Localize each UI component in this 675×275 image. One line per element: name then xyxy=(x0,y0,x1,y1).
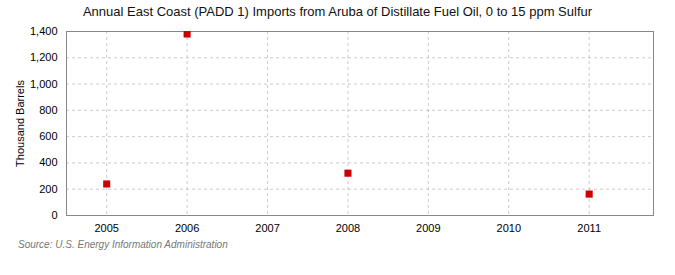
svg-text:0: 0 xyxy=(51,209,57,221)
svg-text:1,400: 1,400 xyxy=(30,25,58,37)
svg-text:2009: 2009 xyxy=(416,222,440,234)
html-text:Annual East Coast (PADD 1) Imp: Annual East Coast (PADD 1) Imports from … xyxy=(82,4,593,19)
svg-text:2006: 2006 xyxy=(175,222,199,234)
svg-text:400: 400 xyxy=(39,156,57,168)
svg-text:1,000: 1,000 xyxy=(30,78,58,90)
svg-text:200: 200 xyxy=(39,183,57,195)
svg-text:2011: 2011 xyxy=(577,222,601,234)
svg-text:600: 600 xyxy=(39,130,57,142)
svg-text:2010: 2010 xyxy=(497,222,521,234)
html-text:Source: U.S. Energy Informatio: Source: U.S. Energy Information Administ… xyxy=(18,239,228,250)
svg-text:2008: 2008 xyxy=(336,222,360,234)
svg-text:800: 800 xyxy=(39,104,57,116)
svg-text:Thousand Barrels: Thousand Barrels xyxy=(14,80,26,167)
svg-text:2005: 2005 xyxy=(94,222,118,234)
svg-text:2007: 2007 xyxy=(255,222,279,234)
svg-text:1,200: 1,200 xyxy=(30,51,58,63)
